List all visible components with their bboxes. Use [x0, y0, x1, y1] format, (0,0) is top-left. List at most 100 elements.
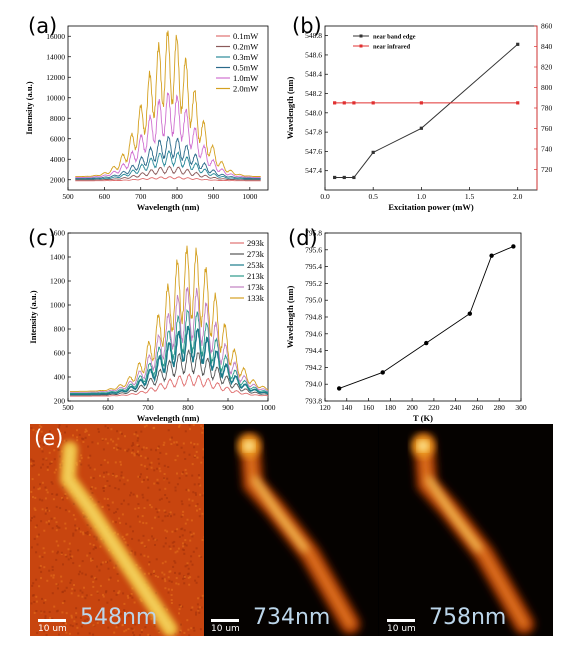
legend-label: 173k: [247, 282, 265, 292]
data-point: [419, 126, 423, 130]
data-point: [342, 101, 346, 105]
x-tick-label: 160: [363, 403, 375, 412]
x-tick-label: 800: [182, 403, 194, 412]
y-tick-label: 548.0: [305, 108, 322, 117]
y-tick-label: 12000: [46, 73, 65, 82]
legend-label: 253k: [247, 260, 265, 270]
data-point: [342, 175, 346, 180]
series-line: [339, 245, 514, 389]
y-right-tick-label: 780: [541, 104, 553, 113]
y-tick-label: 547.4: [305, 166, 322, 175]
legend-label: 213k: [247, 271, 265, 281]
y-axis-label: Wavelength (nm): [285, 286, 295, 349]
data-point: [352, 101, 356, 105]
series-line-0: [334, 43, 519, 178]
plot-frame: [324, 232, 522, 402]
wire-core: [252, 476, 308, 552]
data-point: [371, 150, 375, 154]
x-tick-label: 500: [62, 192, 74, 201]
x-tick-label: 240: [450, 403, 462, 412]
y-tick-label: 548.4: [305, 70, 322, 79]
x-tick-label: 300: [515, 403, 527, 412]
x-tick-label: 1.0: [417, 192, 427, 201]
panel-label-c: (c): [28, 226, 56, 250]
data-point: [333, 175, 337, 180]
x-tick-label: 800: [171, 192, 183, 201]
x-tick-label: 900: [222, 403, 234, 412]
y-tick-label: 795.0: [305, 296, 322, 305]
chart-b: 0.0 0.5 1.0 1.5 2.0 547.4 547.6 547.8 548.0 548.2…: [285, 18, 575, 228]
x-tick-label: 0.0: [320, 192, 330, 201]
series-line-273k: [70, 348, 269, 396]
scale-label: 10 um: [38, 624, 67, 634]
series-line-253k: [70, 325, 269, 396]
data-point: [419, 101, 423, 105]
wire-tip-core: [244, 441, 254, 451]
y-tick-label: 1200: [50, 277, 65, 286]
series-line-173k: [70, 287, 269, 393]
y-tick-label: 600: [54, 349, 66, 358]
data-point: [371, 101, 375, 105]
legend-label: 273k: [247, 249, 265, 259]
scale-label: 10 um: [211, 624, 240, 634]
panel-label-e: (e): [34, 426, 64, 450]
plot-frame: [324, 25, 538, 191]
series-line-2.0mW: [75, 30, 261, 178]
y-tick-label: 1400: [50, 253, 65, 262]
wire-core: [64, 446, 173, 632]
y-right-tick-label: 820: [541, 63, 553, 72]
legend-label: 0.2mW: [233, 42, 258, 52]
x-axis-label: T (K): [413, 413, 433, 423]
x-tick-label: 500: [62, 403, 74, 412]
x-tick-label: 2.0: [513, 192, 523, 201]
y-tick-label: 795.8: [305, 229, 322, 238]
x-tick-label: 1000: [242, 192, 257, 201]
x-tick-label: 0.5: [368, 192, 378, 201]
data-point: [424, 340, 429, 346]
legend-label: near infrared: [373, 44, 411, 51]
legend-label: 0.5mW: [233, 63, 258, 73]
x-tick-label: 600: [99, 192, 111, 201]
y-tick-label: 14000: [46, 52, 65, 61]
y-tick-label: 1600: [50, 229, 65, 238]
x-tick-label: 260: [472, 403, 484, 412]
series-line-213k: [70, 308, 269, 394]
image-label: 734nm: [253, 605, 331, 630]
y-tick-label: 794.8: [305, 313, 322, 322]
scale-bar: [387, 619, 415, 622]
y-axis-label: Intensity (a.u.): [24, 81, 34, 134]
legend-label: 1.0mW: [233, 73, 258, 83]
y-tick-label: 795.4: [305, 262, 322, 271]
x-tick-label: 200: [406, 403, 418, 412]
y-right-tick-label: 840: [541, 42, 553, 51]
legend-marker: [359, 44, 363, 48]
image-548nm: 10 um 548nm: [30, 424, 204, 636]
x-tick-label: 700: [142, 403, 154, 412]
x-tick-label: 600: [102, 403, 114, 412]
y-right-tick-label: 860: [541, 22, 553, 31]
y-tick-label: 547.6: [305, 147, 322, 156]
legend-label: 2.0mW: [233, 84, 258, 94]
series-line-1.0mW: [75, 92, 261, 178]
y-tick-label: 2000: [50, 175, 65, 184]
y-tick-label: 794.6: [305, 329, 322, 338]
image-label: 758nm: [429, 605, 507, 630]
image-strip: 10 um 548nm 10 um 734nm 10 um 758nm (e): [30, 424, 553, 636]
x-axis-label: Wavelength (nm): [137, 413, 200, 423]
legend-label: 0.1mW: [233, 31, 258, 41]
x-tick-label: 900: [208, 192, 220, 201]
y-axis-label: Intensity (a.u.): [28, 290, 38, 343]
y-tick-label: 793.8: [305, 397, 322, 406]
x-tick-label: 1000: [261, 403, 276, 412]
y-right-tick-label: 760: [541, 124, 553, 133]
scale-bar: [211, 619, 239, 622]
scale-label: 10 um: [387, 624, 416, 634]
legend-label: near band edge: [373, 34, 416, 41]
panel-label-d: (d): [288, 226, 318, 250]
plot-frame: [67, 232, 269, 402]
wire-tip-core: [418, 441, 428, 451]
y-tick-label: 200: [54, 397, 66, 406]
series-line-293k: [70, 373, 269, 397]
data-point: [489, 253, 494, 258]
x-tick-label: 220: [428, 403, 440, 412]
